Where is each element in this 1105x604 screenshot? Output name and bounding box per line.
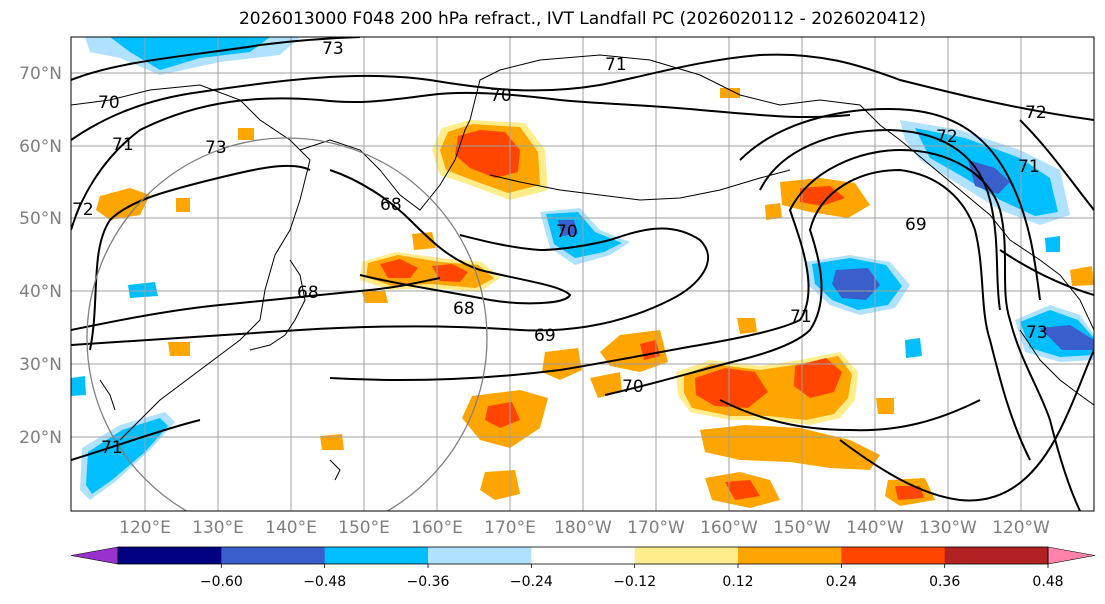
- contour-label: 70: [622, 377, 644, 397]
- colorbar-segment: [118, 547, 222, 564]
- colorbar-extend-max: [1047, 546, 1096, 565]
- contour-label: 70: [98, 93, 120, 113]
- colorbar-tick-label: −0.60: [200, 574, 243, 590]
- coastlines: [71, 54, 1094, 481]
- map-frame: [70, 36, 1095, 512]
- colorbar-segment: [428, 547, 532, 564]
- lat-label: 60°N: [19, 137, 62, 157]
- colorbar-frame: [117, 546, 1049, 565]
- contour-label: 71: [1018, 157, 1040, 177]
- lat-label: 30°N: [19, 355, 62, 375]
- contour-label: 70: [490, 86, 512, 106]
- contour-label: 73: [205, 138, 227, 158]
- contour-label: 68: [297, 283, 319, 303]
- colorbar: −0.60 −0.48 −0.36 −0.24 −0.12 0.12 0.24 0.36 0.4…: [70, 546, 1096, 590]
- colorbar-segment: [634, 547, 739, 564]
- contour-label: 69: [905, 215, 927, 235]
- contour-label: 72: [72, 200, 94, 220]
- map-title: 2026013000 F048 200 hPa refract., IVT La…: [238, 9, 926, 29]
- colorbar-tick-label: 0.24: [826, 574, 857, 590]
- colorbar-tick-label: −0.24: [510, 574, 553, 590]
- lon-label: 170°E: [484, 518, 536, 538]
- colorbar-tick-label: −0.12: [613, 574, 656, 590]
- graticule: [71, 37, 1094, 511]
- lon-label: 170°W: [627, 518, 685, 538]
- contour-label-group: 73 71 70 70 71 73 72 72 71 68 70 68 69 6…: [72, 39, 1048, 458]
- lon-label: 160°E: [411, 518, 463, 538]
- range-circle: [86, 137, 488, 511]
- colorbar-segment: [841, 547, 946, 564]
- contour-label: 72: [1025, 103, 1047, 123]
- colorbar-segment: [324, 547, 429, 564]
- contour-label: 71: [790, 307, 812, 327]
- lon-label: 140°W: [846, 518, 904, 538]
- contour-label: 69: [534, 326, 556, 346]
- colorbar-tick-label: 0.36: [929, 574, 960, 590]
- lon-label: 120°W: [992, 518, 1050, 538]
- contour-label: 73: [322, 39, 344, 59]
- colorbar-segment: [944, 547, 1049, 564]
- lon-label: 140°E: [265, 518, 317, 538]
- lon-label: 160°W: [700, 518, 758, 538]
- lat-label: 70°N: [19, 64, 62, 84]
- colorbar-tick-label: −0.48: [303, 574, 346, 590]
- colorbar-tick-label: 0.48: [1032, 574, 1063, 590]
- lat-label: 40°N: [19, 282, 62, 302]
- lat-label: 50°N: [19, 209, 62, 229]
- lon-label: 150°W: [773, 518, 831, 538]
- refractivity-contours: [71, 37, 1094, 511]
- colorbar-segment: [738, 547, 842, 564]
- colorbar-segment: [531, 547, 636, 564]
- contour-label: 71: [112, 135, 134, 155]
- colorbar-tick-label: 0.12: [722, 574, 753, 590]
- contour-label: 68: [380, 195, 402, 215]
- contour-label: 70: [556, 222, 578, 242]
- lon-label: 130°W: [919, 518, 977, 538]
- lat-label: 20°N: [19, 428, 62, 448]
- lon-label: 180°W: [554, 518, 612, 538]
- contour-label: 68: [453, 299, 475, 319]
- longitude-labels: 120°E 130°E 140°E 150°E 160°E 170°E 180°…: [119, 518, 1050, 538]
- contour-label: 71: [605, 55, 627, 75]
- colorbar-extend-min: [70, 546, 119, 565]
- contour-label: 73: [1026, 323, 1048, 343]
- colorbar-tick-label: −0.36: [407, 574, 450, 590]
- contour-label: 72: [936, 127, 958, 147]
- latitude-labels: 70°N 60°N 50°N 40°N 30°N 20°N: [19, 64, 62, 448]
- contour-label: 71: [101, 438, 123, 458]
- lon-label: 130°E: [192, 518, 244, 538]
- lon-label: 150°E: [338, 518, 390, 538]
- lon-label: 120°E: [119, 518, 171, 538]
- colorbar-segment: [221, 547, 326, 564]
